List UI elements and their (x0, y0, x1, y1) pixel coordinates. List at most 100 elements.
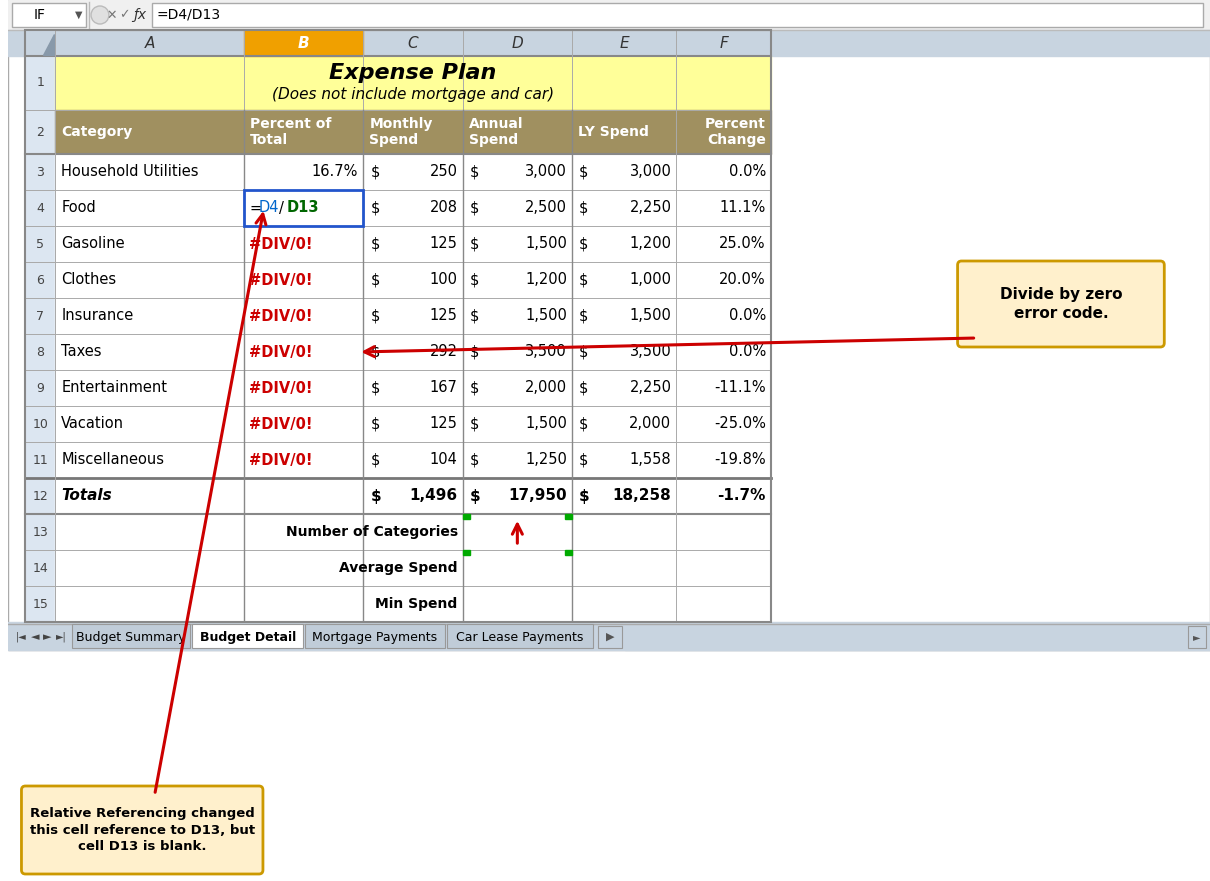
Text: $: $ (469, 236, 479, 251)
Text: A: A (144, 35, 155, 50)
Text: E: E (620, 35, 629, 50)
Bar (25, 406, 56, 442)
Text: 0.0%: 0.0% (728, 308, 766, 323)
Bar (25, 370, 56, 406)
Bar (25, 154, 56, 190)
Text: Car Lease Payments: Car Lease Payments (456, 631, 583, 643)
Text: 2,000: 2,000 (629, 417, 672, 432)
Text: 1,500: 1,500 (525, 308, 567, 323)
FancyBboxPatch shape (957, 261, 1164, 347)
Text: #DIV/0!: #DIV/0! (249, 272, 312, 287)
Text: $: $ (578, 381, 588, 396)
Text: ✓: ✓ (120, 9, 129, 21)
Text: 2: 2 (36, 125, 45, 138)
Text: $: $ (370, 417, 380, 432)
Text: #DIV/0!: #DIV/0! (249, 236, 312, 251)
Bar (25, 478, 56, 514)
Text: ►|: ►| (56, 632, 67, 642)
Text: Annual
Spend: Annual Spend (468, 117, 523, 147)
Text: /: / (278, 201, 283, 216)
Bar (7, 0, 1210, 30)
Text: 1,496: 1,496 (410, 488, 457, 504)
Text: 3,000: 3,000 (629, 165, 672, 180)
Text: 3: 3 (36, 166, 45, 179)
Bar (56, 334, 771, 370)
Bar (446, 624, 593, 648)
Bar (56, 110, 771, 154)
Text: -1.7%: -1.7% (718, 488, 766, 504)
Text: Mortgage Payments: Mortgage Payments (312, 631, 437, 643)
Text: Vacation: Vacation (62, 417, 125, 432)
Text: 2,250: 2,250 (629, 201, 672, 216)
Text: Percent
Change: Percent Change (705, 117, 766, 147)
Text: 25.0%: 25.0% (719, 236, 766, 251)
Text: Clothes: Clothes (62, 272, 116, 287)
Bar (25, 56, 56, 110)
Text: 1,250: 1,250 (525, 453, 567, 468)
Text: $: $ (370, 165, 380, 180)
Bar (25, 298, 56, 334)
Bar (56, 442, 771, 478)
Bar (565, 550, 572, 555)
Text: $: $ (578, 417, 588, 432)
Text: F: F (719, 35, 728, 50)
Text: 3,000: 3,000 (525, 165, 567, 180)
Text: B: B (298, 35, 310, 50)
Text: Divide by zero
error code.: Divide by zero error code. (999, 286, 1122, 322)
Text: $: $ (578, 272, 588, 287)
Circle shape (91, 6, 109, 24)
Bar (25, 30, 56, 56)
Text: 16.7%: 16.7% (311, 165, 357, 180)
Text: LY Spend: LY Spend (578, 125, 649, 139)
Text: 8: 8 (36, 345, 45, 359)
Text: 6: 6 (36, 273, 45, 286)
Text: 1,500: 1,500 (525, 236, 567, 251)
Text: $: $ (469, 165, 479, 180)
Text: 11: 11 (33, 454, 48, 467)
Text: $: $ (370, 201, 380, 216)
Bar (1188, 626, 1206, 648)
Text: Entertainment: Entertainment (62, 381, 167, 396)
Bar (7, 622, 1210, 650)
Bar (12, 3, 86, 27)
Text: $: $ (370, 453, 380, 468)
Bar (7, 0, 1210, 650)
Text: ◄: ◄ (31, 632, 40, 642)
Text: $: $ (370, 488, 381, 504)
Text: 125: 125 (430, 236, 457, 251)
Text: 167: 167 (430, 381, 457, 396)
Polygon shape (44, 34, 54, 55)
Text: -11.1%: -11.1% (714, 381, 766, 396)
Text: $: $ (578, 236, 588, 251)
Text: Budget Detail: Budget Detail (200, 631, 295, 643)
Text: Monthly
Spend: Monthly Spend (369, 117, 433, 147)
Bar (56, 586, 771, 622)
Text: #DIV/0!: #DIV/0! (249, 308, 312, 323)
Text: 1,200: 1,200 (525, 272, 567, 287)
Text: 3,500: 3,500 (525, 344, 567, 359)
Text: Budget Summary: Budget Summary (76, 631, 186, 643)
Bar (565, 514, 572, 519)
Text: C: C (408, 35, 419, 50)
Text: 125: 125 (430, 417, 457, 432)
Bar (626, 624, 1210, 650)
Bar (25, 110, 56, 154)
Text: Gasoline: Gasoline (62, 236, 125, 251)
Text: $: $ (578, 344, 588, 359)
Text: Food: Food (62, 201, 96, 216)
Bar (73, 624, 190, 648)
Text: 3,500: 3,500 (629, 344, 672, 359)
Text: 12: 12 (33, 490, 48, 502)
Bar (462, 550, 469, 555)
Text: ►: ► (1193, 632, 1200, 642)
Text: $: $ (370, 236, 380, 251)
Bar (56, 550, 771, 586)
Text: ▼: ▼ (75, 10, 82, 20)
Bar (56, 298, 771, 334)
Text: 2,250: 2,250 (629, 381, 672, 396)
Text: $: $ (469, 201, 479, 216)
Text: #DIV/0!: #DIV/0! (249, 417, 312, 432)
Text: 208: 208 (430, 201, 457, 216)
Text: 100: 100 (430, 272, 457, 287)
FancyBboxPatch shape (22, 786, 263, 874)
